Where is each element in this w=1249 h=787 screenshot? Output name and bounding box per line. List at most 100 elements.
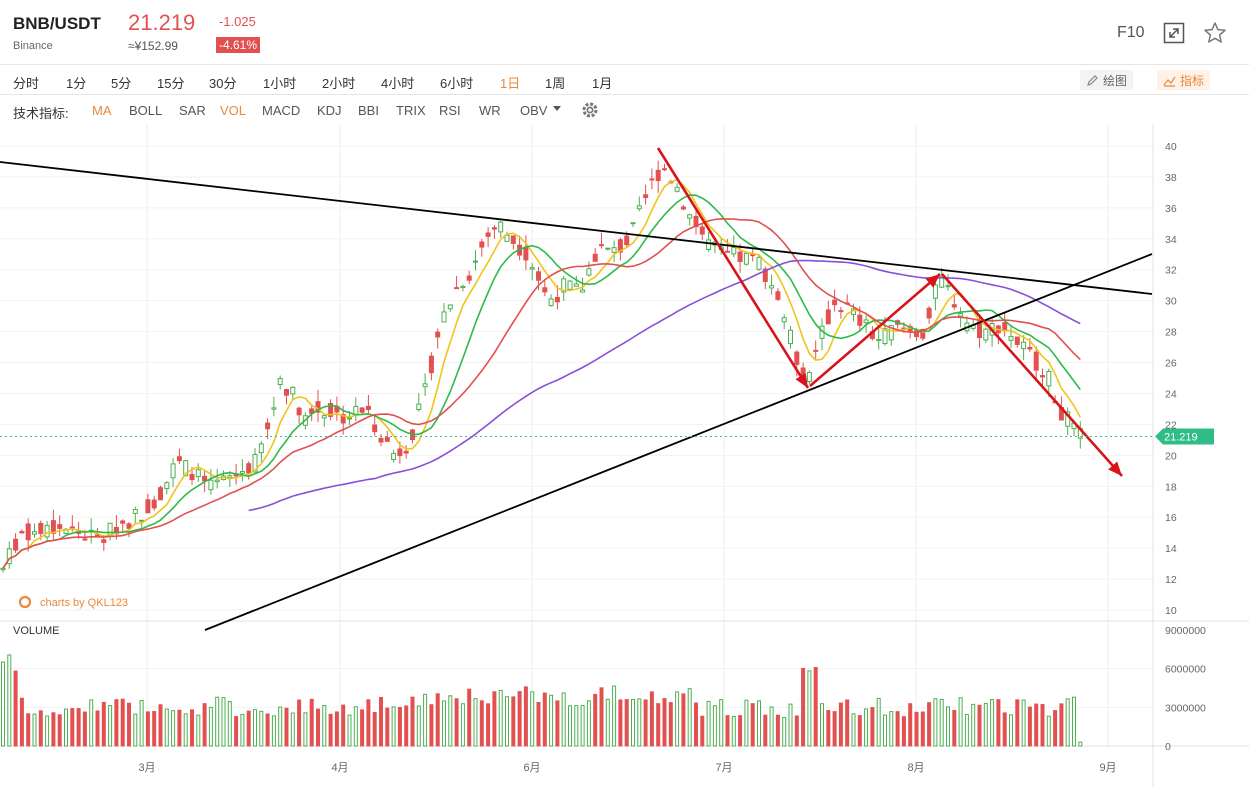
- indicator-tab[interactable]: BBI: [358, 103, 379, 118]
- candle-body: [158, 487, 163, 501]
- indicator-chart-icon: [1163, 76, 1176, 87]
- candle-body: [189, 473, 195, 481]
- indicator-tab[interactable]: WR: [479, 103, 501, 118]
- volume-bar: [19, 697, 24, 747]
- candle-body: [38, 522, 44, 534]
- candle-body: [1008, 336, 1014, 341]
- volume-bar: [599, 687, 604, 747]
- volume-bar: [64, 708, 68, 747]
- star-icon[interactable]: [1203, 21, 1227, 45]
- period-tab[interactable]: 1分: [66, 76, 87, 91]
- volume-bar: [681, 693, 686, 747]
- last-price-tag: [1155, 428, 1214, 445]
- indicator-tab[interactable]: VOL: [220, 103, 247, 118]
- period-tab[interactable]: 5分: [111, 76, 132, 91]
- candle-body: [391, 452, 397, 461]
- candle-body: [674, 186, 680, 192]
- expand-icon[interactable]: [1163, 22, 1185, 44]
- period-tab[interactable]: 30分: [209, 76, 237, 91]
- volume-bar: [838, 702, 843, 747]
- volume-label: VOLUME: [13, 625, 59, 637]
- draw-tool-button[interactable]: 绘图: [1080, 70, 1134, 90]
- period-tab[interactable]: 2小时: [322, 76, 356, 91]
- candle-body: [725, 250, 730, 253]
- moving-average-line: [248, 259, 1081, 512]
- period-tab[interactable]: 4小时: [381, 76, 415, 91]
- candle-body: [258, 443, 264, 454]
- price-chart[interactable]: 3月 4月 6月 7月 8月 9月 10 12 14 16 18 20 22 24 26 28 30 32 34 36…: [0, 124, 1249, 787]
- candle-body: [57, 524, 63, 529]
- y-tick-label: 18: [1165, 481, 1177, 493]
- indicator-tool-button[interactable]: 指标: [1157, 70, 1211, 90]
- indicator-tab[interactable]: TRIX: [396, 103, 426, 118]
- volume-bar: [952, 709, 957, 747]
- indicator-tab[interactable]: BOLL: [129, 103, 163, 118]
- volume-bar: [246, 710, 251, 747]
- volume-bar: [832, 711, 837, 747]
- candle-body: [914, 330, 919, 338]
- volume-tick-label: 6000000: [1165, 664, 1206, 676]
- volume-bar: [505, 696, 509, 747]
- volume-bar: [423, 693, 428, 747]
- volume-bar: [492, 691, 497, 747]
- volume-bar: [586, 700, 591, 747]
- volume-bar: [788, 703, 793, 747]
- arrow-head: [925, 274, 940, 288]
- f10-button[interactable]: F10: [1117, 24, 1145, 41]
- volume-bar: [668, 702, 673, 747]
- volume-bar: [901, 716, 906, 747]
- candle-body: [617, 239, 623, 253]
- volume-bar: [631, 699, 635, 747]
- indicator-tab[interactable]: MA: [92, 103, 112, 118]
- volume-bar: [202, 703, 207, 747]
- volume-bar: [876, 697, 881, 747]
- candle-body: [265, 422, 271, 430]
- watermark-text: charts by QKL123: [40, 597, 128, 609]
- volume-bar: [1040, 704, 1045, 747]
- volume-bar: [486, 703, 491, 747]
- volume-bar: [738, 715, 743, 747]
- period-tab[interactable]: 1周: [545, 76, 566, 91]
- candle-body: [655, 169, 661, 182]
- volume-bar: [920, 711, 925, 747]
- period-tab[interactable]: 分时: [13, 76, 40, 91]
- volume-bar: [177, 709, 182, 747]
- candle-body: [649, 178, 655, 181]
- period-tab[interactable]: 6小时: [440, 76, 474, 91]
- gear-icon[interactable]: [581, 101, 599, 119]
- candle-body: [605, 247, 611, 250]
- candle-body: [176, 456, 182, 462]
- candle-body: [321, 415, 327, 419]
- period-tab[interactable]: 15分: [157, 76, 185, 91]
- indicator-tab[interactable]: RSI: [439, 103, 461, 118]
- price-change: -1.025: [219, 14, 256, 29]
- volume-bar: [410, 696, 415, 747]
- candle-body: [806, 372, 812, 383]
- arrow-head: [795, 372, 808, 388]
- candle-body: [624, 235, 630, 246]
- candle-body: [731, 247, 737, 255]
- period-tab[interactable]: 1日: [500, 76, 521, 91]
- indicator-tab[interactable]: KDJ: [317, 103, 342, 118]
- indicator-tab[interactable]: SAR: [179, 103, 206, 118]
- candle-body: [195, 469, 201, 478]
- period-tab[interactable]: 1月: [592, 76, 613, 91]
- chevron-down-icon[interactable]: [553, 106, 561, 112]
- y-tick-label: 26: [1165, 358, 1177, 370]
- candle-body: [466, 275, 472, 281]
- volume-bar: [429, 704, 434, 747]
- candle-body: [983, 328, 989, 341]
- volume-bar: [857, 715, 862, 747]
- candle-body: [365, 405, 371, 410]
- period-tab[interactable]: 1小时: [263, 76, 297, 91]
- candle-body: [794, 351, 800, 365]
- indicator-tab[interactable]: OBV: [520, 103, 548, 118]
- volume-bar: [259, 710, 264, 747]
- candle-body: [876, 338, 882, 342]
- moving-average-line: [2, 217, 1081, 569]
- candle-body: [586, 268, 592, 276]
- volume-bar: [624, 699, 629, 747]
- candle-body: [202, 475, 208, 482]
- volume-bar: [120, 698, 125, 747]
- indicator-tab[interactable]: MACD: [262, 103, 301, 118]
